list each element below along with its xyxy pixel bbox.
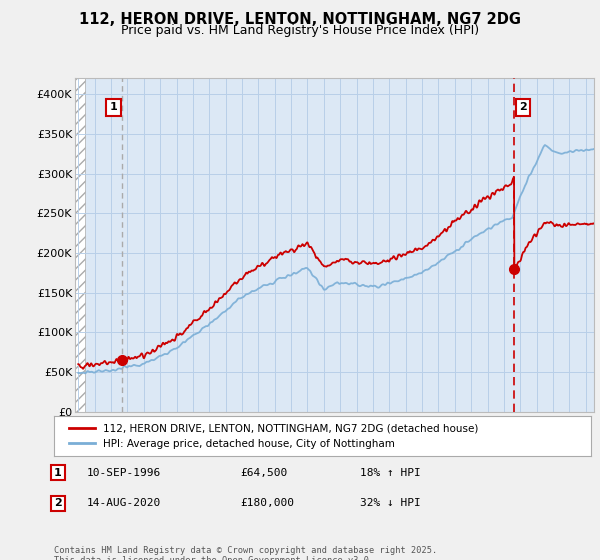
Text: £180,000: £180,000 xyxy=(240,498,294,508)
Text: 10-SEP-1996: 10-SEP-1996 xyxy=(87,468,161,478)
Text: Contains HM Land Registry data © Crown copyright and database right 2025.
This d: Contains HM Land Registry data © Crown c… xyxy=(54,546,437,560)
Text: 32% ↓ HPI: 32% ↓ HPI xyxy=(360,498,421,508)
Text: 2: 2 xyxy=(54,498,62,508)
Text: 2: 2 xyxy=(519,102,527,112)
Bar xyxy=(75,78,85,412)
Text: 112, HERON DRIVE, LENTON, NOTTINGHAM, NG7 2DG: 112, HERON DRIVE, LENTON, NOTTINGHAM, NG… xyxy=(79,12,521,27)
Legend: 112, HERON DRIVE, LENTON, NOTTINGHAM, NG7 2DG (detached house), HPI: Average pri: 112, HERON DRIVE, LENTON, NOTTINGHAM, NG… xyxy=(65,419,482,453)
Text: Price paid vs. HM Land Registry's House Price Index (HPI): Price paid vs. HM Land Registry's House … xyxy=(121,24,479,36)
Text: 1: 1 xyxy=(110,102,118,112)
Text: 14-AUG-2020: 14-AUG-2020 xyxy=(87,498,161,508)
Text: 18% ↑ HPI: 18% ↑ HPI xyxy=(360,468,421,478)
Text: 1: 1 xyxy=(54,468,62,478)
Text: £64,500: £64,500 xyxy=(240,468,287,478)
